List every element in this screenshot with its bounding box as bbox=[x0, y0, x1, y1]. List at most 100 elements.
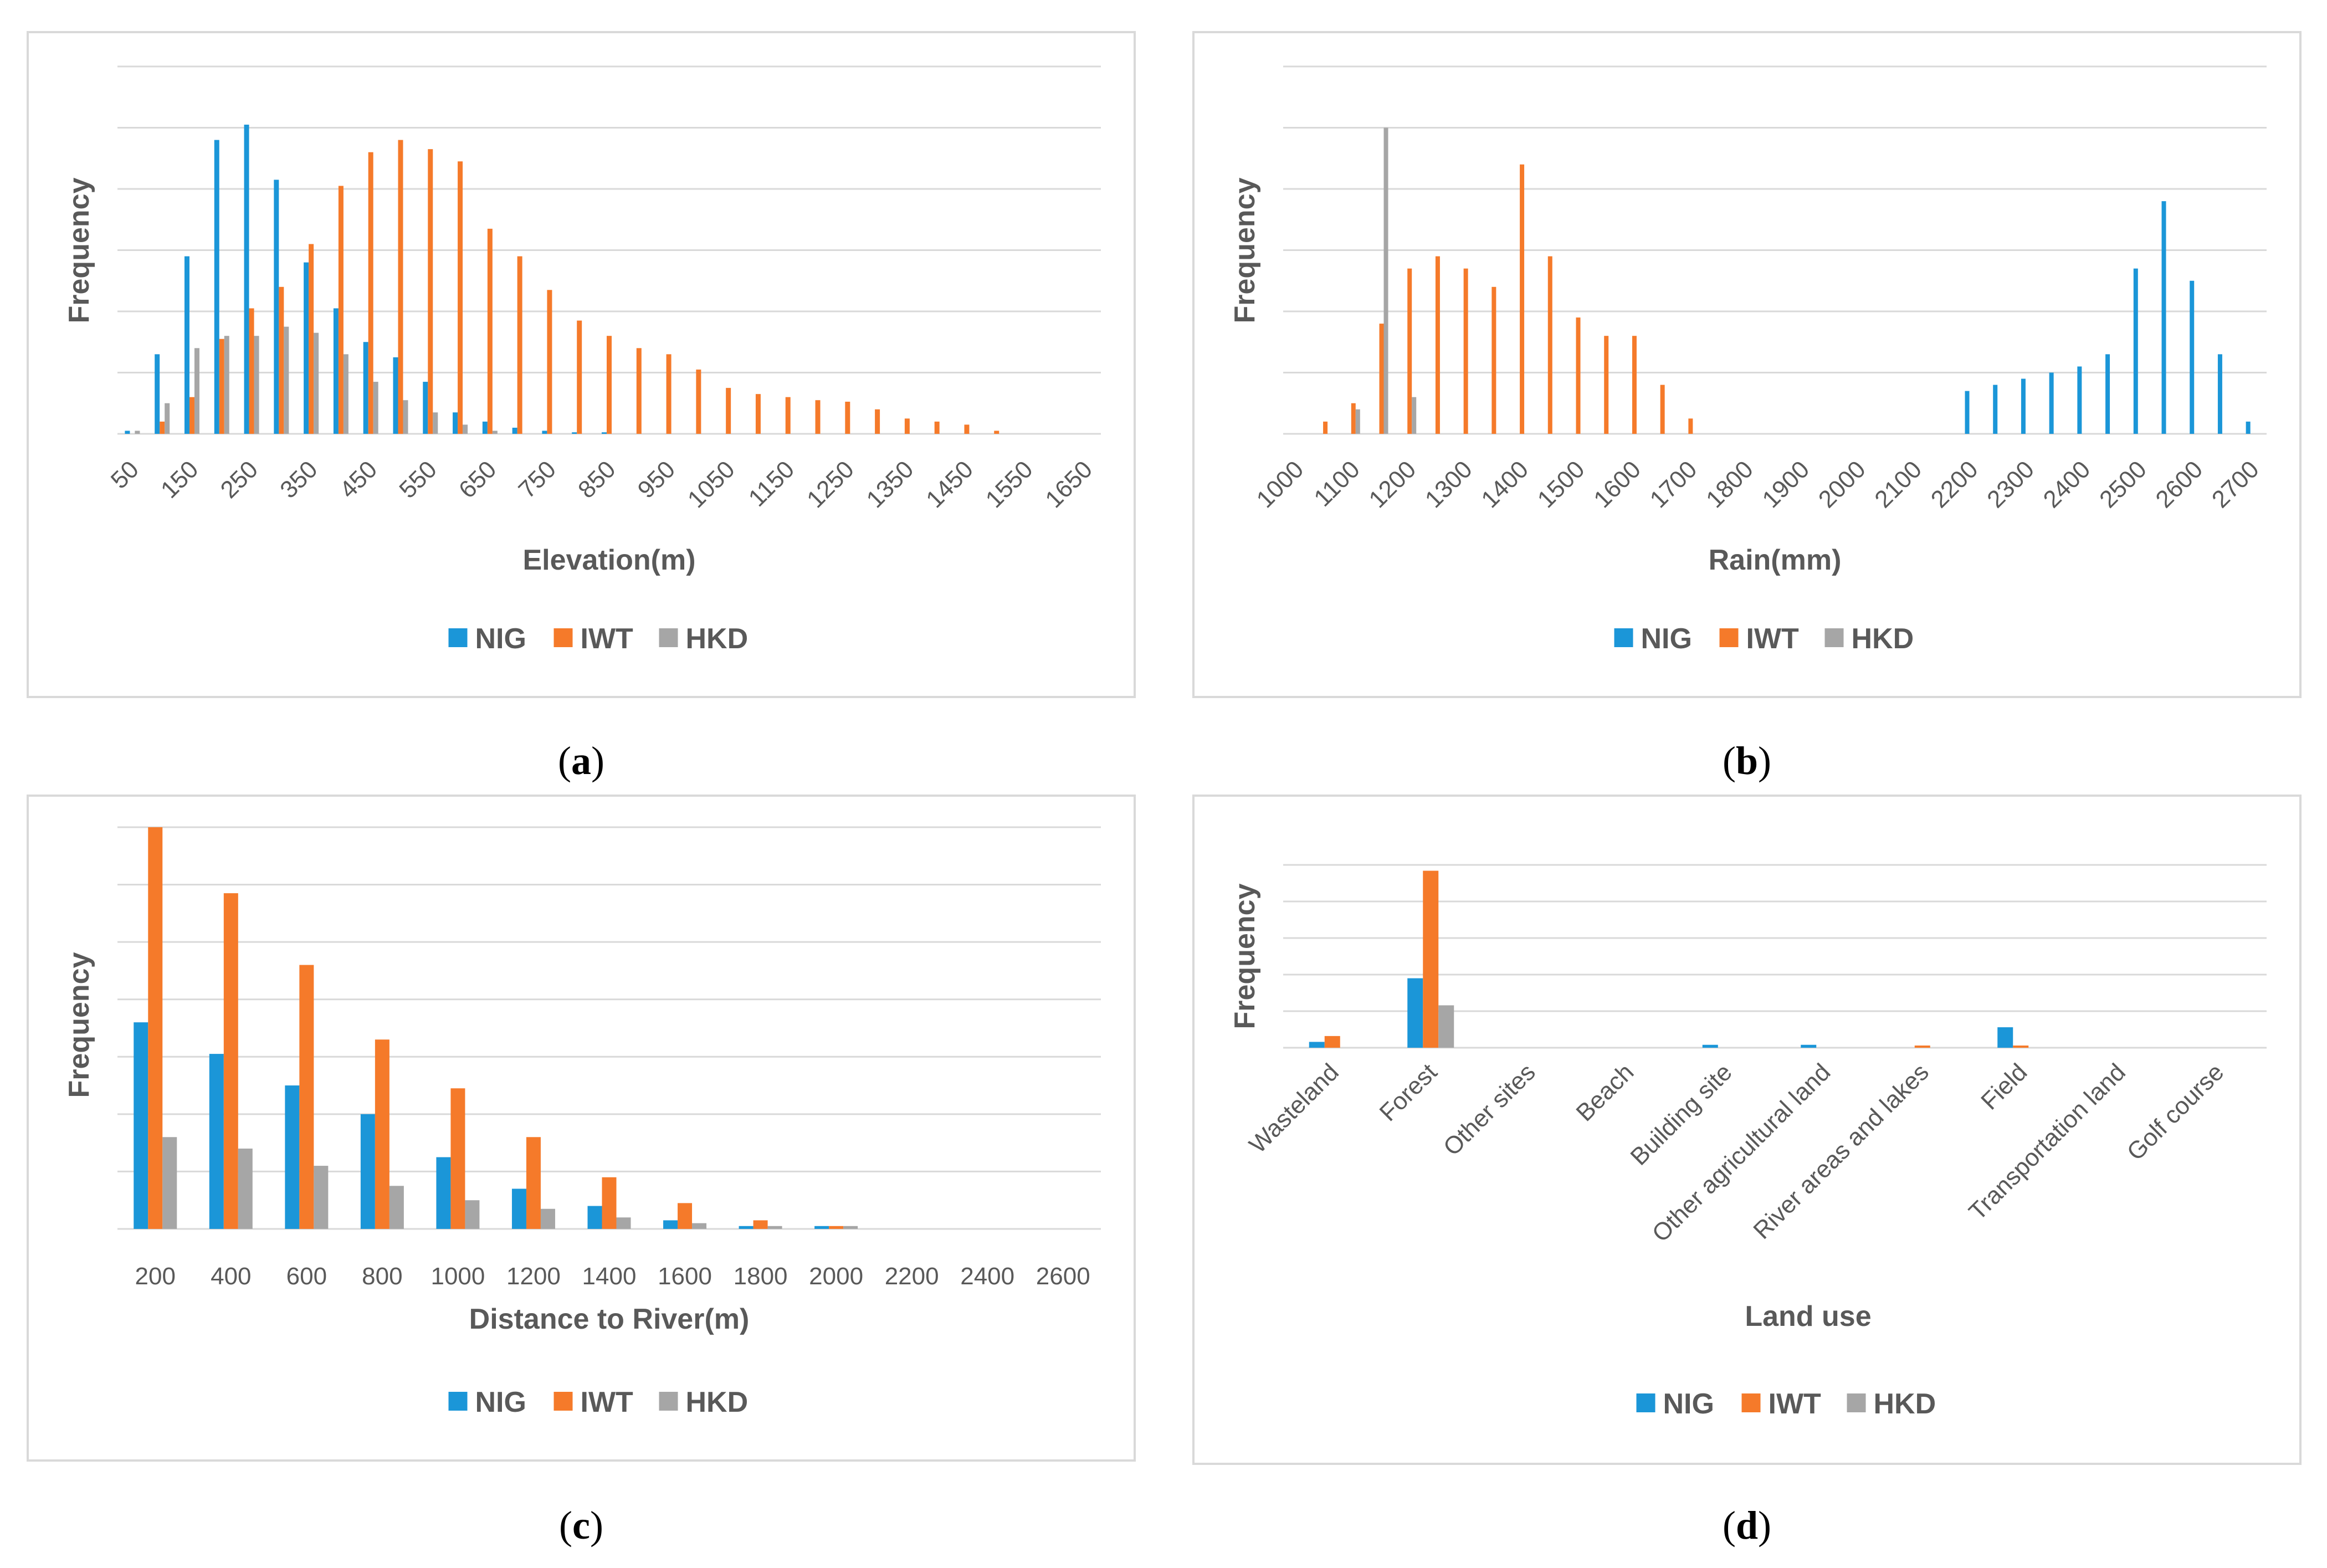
bar-IWT-1300 bbox=[1463, 268, 1468, 434]
bar-HKD-450 bbox=[373, 382, 378, 434]
x-tick-label: 1800 bbox=[734, 1263, 788, 1290]
x-tick-label: 1650 bbox=[1040, 455, 1098, 513]
legend-label-NIG: NIG bbox=[1641, 623, 1692, 655]
bar-NIG-2500 bbox=[2133, 268, 2138, 434]
x-tick-label: 1900 bbox=[1757, 455, 1815, 513]
bar-IWT-1500 bbox=[1576, 317, 1581, 434]
series-HKD bbox=[135, 326, 498, 434]
bar-HKD-1200 bbox=[1412, 397, 1417, 434]
x-tick-label: 1100 bbox=[1309, 455, 1365, 512]
x-tick-label: Golf course bbox=[2122, 1058, 2229, 1166]
x-tick-label: 1800 bbox=[1701, 455, 1759, 513]
x-tick-label: 1500 bbox=[1532, 455, 1590, 513]
bar-IWT-400 bbox=[223, 893, 238, 1229]
bar-IWT-600 bbox=[299, 965, 314, 1229]
legend-swatch-IWT bbox=[553, 628, 573, 647]
legend-swatch-HKD bbox=[1824, 628, 1844, 647]
bar-NIG-100 bbox=[155, 354, 160, 434]
y-axis-title: Frequency bbox=[1229, 177, 1261, 323]
series-NIG bbox=[125, 124, 607, 434]
series-IWT bbox=[1323, 164, 1693, 434]
bar-IWT-1400 bbox=[1520, 164, 1525, 434]
bar-IWT-1250 bbox=[1435, 256, 1440, 434]
bar-NIG-200 bbox=[214, 140, 219, 434]
x-tick-labels: 1000 110012001300140015001600170018001900… bbox=[1252, 455, 2264, 513]
x-tick-label: 1600 bbox=[658, 1263, 712, 1290]
series-HKD bbox=[1355, 127, 1417, 434]
bar-IWT-1100 bbox=[755, 394, 761, 434]
y-axis-title: Frequency bbox=[63, 952, 95, 1098]
panel-c: Frequency 200 400 600 800 1000 1200 1400 1600 180… bbox=[27, 795, 1136, 1462]
x-tick-label: 950 bbox=[633, 455, 681, 504]
bar-HKD-150 bbox=[194, 348, 199, 434]
bar-IWT-1800 bbox=[753, 1220, 768, 1229]
legend-label-NIG: NIG bbox=[475, 1386, 526, 1418]
bar-NIG-350 bbox=[304, 262, 309, 434]
bar-IWT-1050 bbox=[1323, 421, 1328, 434]
bar-IWT-1050 bbox=[726, 388, 731, 434]
chart-a: Frequency 50 150 250 350 450 550 650 750 850 950 10… bbox=[63, 65, 1101, 655]
x-tick-label: 1200 bbox=[506, 1263, 561, 1290]
x-tick-label: 200 bbox=[135, 1263, 176, 1290]
bar-NIG-500 bbox=[393, 357, 398, 434]
bar-IWT-1400 bbox=[934, 421, 940, 434]
bar-HKD-200 bbox=[224, 336, 229, 434]
bar-IWT-Field bbox=[2013, 1046, 2029, 1048]
x-tick-label: 2400 bbox=[960, 1263, 1014, 1290]
chart-c: Frequency 200 400 600 800 1000 1200 1400 1600 180… bbox=[63, 826, 1101, 1418]
x-tick-labels: 200 400 600 800 1000 1200 1400 1600 1800 2000 2200… bbox=[135, 1263, 1090, 1290]
legend-label-IWT: IWT bbox=[581, 623, 634, 655]
x-axis-title: Rain(mm) bbox=[1709, 544, 1842, 576]
series-NIG bbox=[1309, 978, 2013, 1048]
legend-label-NIG: NIG bbox=[1663, 1388, 1714, 1420]
bar-IWT-1550 bbox=[1604, 336, 1609, 434]
bar-IWT-1500 bbox=[994, 431, 1000, 434]
legend-label-IWT: IWT bbox=[581, 1386, 634, 1418]
bar-NIG-2350 bbox=[2049, 372, 2054, 434]
bar-IWT-900 bbox=[636, 348, 642, 434]
bar-NIG-1200 bbox=[511, 1188, 526, 1229]
x-tick-label: 1400 bbox=[1476, 455, 1534, 513]
x-tick-label: 1300 bbox=[1420, 455, 1478, 513]
legend-swatch-HKD bbox=[659, 1392, 678, 1411]
x-axis-title: Elevation(m) bbox=[522, 544, 695, 576]
bar-IWT-1350 bbox=[904, 418, 910, 434]
x-tick-label: 1050 bbox=[683, 455, 740, 513]
bar-HKD-Forest bbox=[1438, 1005, 1454, 1048]
bar-NIG-600 bbox=[453, 412, 458, 434]
series-NIG bbox=[134, 1022, 829, 1229]
bar-HKD-1600 bbox=[692, 1223, 707, 1229]
bar-IWT-1400 bbox=[602, 1177, 617, 1229]
x-tick-label: Other agricultural land bbox=[1647, 1058, 1836, 1247]
bar-NIG-Building site bbox=[1702, 1044, 1718, 1048]
bar-NIG-2600 bbox=[2190, 280, 2195, 434]
x-tick-label: 650 bbox=[454, 455, 502, 504]
bar-IWT-1350 bbox=[1491, 286, 1496, 434]
x-tick-label: 1550 bbox=[981, 455, 1038, 513]
bar-NIG-2300 bbox=[2021, 378, 2026, 434]
bar-IWT-600 bbox=[458, 161, 463, 434]
bar-NIG-Field bbox=[1997, 1027, 2013, 1048]
bar-IWT-800 bbox=[375, 1039, 389, 1229]
bar-NIG-Forest bbox=[1407, 978, 1423, 1048]
bar-IWT-1000 bbox=[450, 1088, 465, 1229]
series-HKD bbox=[1438, 1005, 1454, 1048]
bar-NIG-750 bbox=[542, 431, 547, 434]
x-tick-label: River areas and lakes bbox=[1748, 1058, 1934, 1244]
bar-IWT-450 bbox=[368, 152, 373, 434]
legend-label-IWT: IWT bbox=[1746, 623, 1800, 655]
chart-b: Frequency 1000 110012001300140015001600170… bbox=[1229, 65, 2267, 655]
bar-IWT-1100 bbox=[1351, 403, 1356, 434]
legend-label-IWT: IWT bbox=[1769, 1388, 1822, 1420]
bar-IWT-800 bbox=[577, 320, 582, 434]
x-tick-label: Other sites bbox=[1438, 1058, 1541, 1161]
legend: NIG IWT HKD bbox=[448, 623, 748, 655]
x-tick-label: 2200 bbox=[1926, 455, 1983, 513]
bar-NIG-800 bbox=[572, 432, 577, 434]
bar-NIG-150 bbox=[184, 256, 189, 434]
series-IWT bbox=[1324, 870, 2029, 1048]
bar-HKD-650 bbox=[492, 431, 498, 434]
bar-HKD-400 bbox=[343, 354, 348, 434]
panel-b: Frequency 1000 1100 1200 1300 1400 1500 1600 170… bbox=[1192, 31, 2302, 698]
